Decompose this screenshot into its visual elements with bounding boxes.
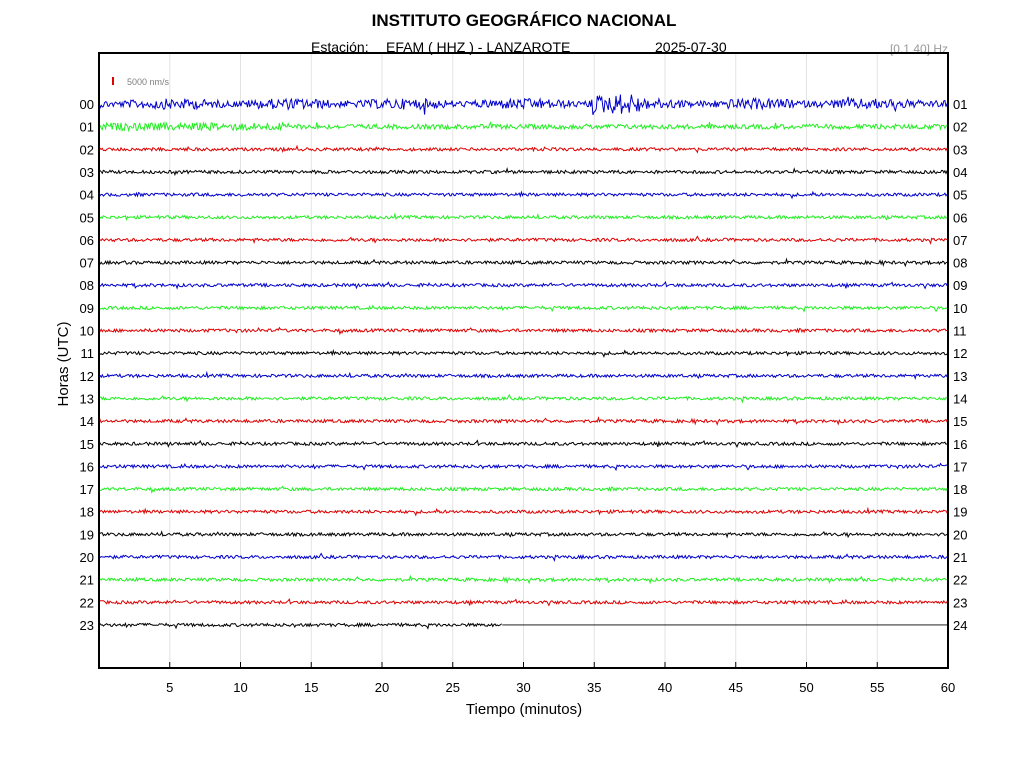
chart-date: 2025-07-30 bbox=[655, 39, 727, 55]
y-axis-label: Horas (UTC) bbox=[55, 321, 72, 406]
right-hour-label: 09 bbox=[953, 278, 967, 293]
left-hour-label: 06 bbox=[80, 233, 94, 248]
right-hour-label: 03 bbox=[953, 142, 967, 157]
right-hour-label: 24 bbox=[953, 618, 967, 633]
left-hour-label: 17 bbox=[80, 482, 94, 497]
left-hour-label: 00 bbox=[80, 97, 94, 112]
seismic-trace bbox=[98, 574, 948, 585]
left-hour-label: 12 bbox=[80, 369, 94, 384]
left-hour-label: 01 bbox=[80, 120, 94, 135]
scale-bar: 5000 nm/s bbox=[112, 77, 170, 87]
x-tick-label: 35 bbox=[587, 680, 601, 695]
grid bbox=[169, 53, 878, 668]
x-tick-label: 10 bbox=[233, 680, 247, 695]
left-hour-label: 03 bbox=[80, 165, 94, 180]
seismic-trace bbox=[98, 462, 948, 472]
seismic-trace bbox=[98, 439, 948, 449]
traces bbox=[98, 94, 948, 630]
right-hour-label: 14 bbox=[953, 391, 967, 406]
right-hour-label: 16 bbox=[953, 437, 967, 452]
left-hour-label: 23 bbox=[80, 618, 94, 633]
x-tick-label: 45 bbox=[729, 680, 743, 695]
left-hour-label: 07 bbox=[80, 256, 94, 271]
right-hour-label: 05 bbox=[953, 188, 967, 203]
right-hour-label: 18 bbox=[953, 482, 967, 497]
seismic-trace bbox=[98, 120, 948, 133]
scale-bar-label: 5000 nm/s bbox=[127, 77, 170, 87]
seismic-trace bbox=[98, 326, 948, 336]
right-hour-label: 15 bbox=[953, 414, 967, 429]
right-hour-label: 04 bbox=[953, 165, 967, 180]
right-hour-label: 13 bbox=[953, 369, 967, 384]
seismic-trace bbox=[98, 530, 948, 539]
left-hour-label: 11 bbox=[81, 346, 95, 361]
seismic-trace bbox=[98, 597, 948, 607]
right-hour-label: 23 bbox=[953, 595, 967, 610]
x-tick-label: 40 bbox=[658, 680, 672, 695]
seismic-trace bbox=[98, 393, 948, 404]
seismic-trace bbox=[98, 506, 948, 517]
x-axis-label: Tiempo (minutos) bbox=[466, 701, 582, 718]
left-hour-label: 18 bbox=[80, 505, 94, 520]
x-tick-label: 30 bbox=[516, 680, 530, 695]
right-hour-label: 07 bbox=[953, 233, 967, 248]
seismic-trace bbox=[98, 212, 948, 222]
left-hour-label: 13 bbox=[80, 391, 94, 406]
right-hour-label: 06 bbox=[953, 210, 967, 225]
seismic-trace bbox=[98, 280, 948, 290]
right-hour-label: 12 bbox=[953, 346, 967, 361]
seismic-trace bbox=[98, 485, 948, 494]
x-axis-ticks: 5 10 15 20 25 30 35 40 45 50 55 60 bbox=[166, 662, 955, 695]
x-tick-label: 20 bbox=[375, 680, 389, 695]
right-hour-label: 10 bbox=[953, 301, 967, 316]
chart-title: INSTITUTO GEOGRÁFICO NACIONAL bbox=[372, 11, 677, 30]
left-hour-label: 05 bbox=[80, 210, 94, 225]
right-hour-label: 01 bbox=[953, 97, 967, 112]
left-hour-label: 09 bbox=[80, 301, 94, 316]
x-tick-label: 25 bbox=[446, 680, 460, 695]
left-hour-label: 19 bbox=[80, 527, 94, 542]
right-hour-label: 20 bbox=[953, 527, 967, 542]
right-hour-labels: 01 02 03 04 05 06 07 08 09 10 11 12 13 14 15 16 17 18 19 20… bbox=[953, 97, 967, 633]
seismic-trace bbox=[98, 167, 948, 177]
right-hour-label: 08 bbox=[953, 256, 967, 271]
left-hour-label: 14 bbox=[80, 414, 94, 429]
left-hour-label: 02 bbox=[80, 142, 94, 157]
seismic-trace bbox=[98, 94, 948, 116]
right-hour-label: 02 bbox=[953, 120, 967, 135]
x-tick-label: 15 bbox=[304, 680, 318, 695]
left-hour-label: 15 bbox=[80, 437, 94, 452]
seismic-trace bbox=[98, 257, 948, 268]
right-hour-label: 17 bbox=[953, 459, 967, 474]
seismic-trace bbox=[98, 190, 948, 200]
x-tick-label: 50 bbox=[799, 680, 813, 695]
station-name: EFAM ( HHZ ) - LANZAROTE bbox=[386, 39, 570, 55]
x-tick-label: 5 bbox=[166, 680, 173, 695]
seismic-trace bbox=[98, 304, 948, 313]
right-hour-label: 21 bbox=[953, 550, 967, 565]
seismic-trace bbox=[98, 370, 948, 380]
x-tick-label: 60 bbox=[941, 680, 955, 695]
seismic-trace bbox=[98, 415, 948, 426]
right-hour-label: 19 bbox=[953, 505, 967, 520]
seismic-trace bbox=[98, 144, 948, 154]
seismic-trace bbox=[98, 621, 502, 630]
seismic-trace bbox=[98, 552, 948, 563]
left-hour-label: 22 bbox=[80, 595, 94, 610]
left-hour-label: 16 bbox=[80, 459, 94, 474]
left-hour-label: 20 bbox=[80, 550, 94, 565]
seismic-trace bbox=[98, 348, 948, 358]
seismic-trace bbox=[98, 235, 948, 245]
left-hour-label: 21 bbox=[80, 573, 94, 588]
left-hour-label: 04 bbox=[80, 188, 94, 203]
right-hour-label: 11 bbox=[953, 324, 967, 339]
left-hour-labels: 00 01 02 03 04 05 06 07 08 09 10 11 12 13 14 15 16 17 18 19… bbox=[80, 97, 94, 633]
right-hour-label: 22 bbox=[953, 573, 967, 588]
left-hour-label: 10 bbox=[80, 324, 94, 339]
left-hour-label: 08 bbox=[80, 278, 94, 293]
scale-bar-mark bbox=[112, 77, 114, 85]
station-label: Estación: bbox=[311, 39, 369, 55]
x-tick-label: 55 bbox=[870, 680, 884, 695]
